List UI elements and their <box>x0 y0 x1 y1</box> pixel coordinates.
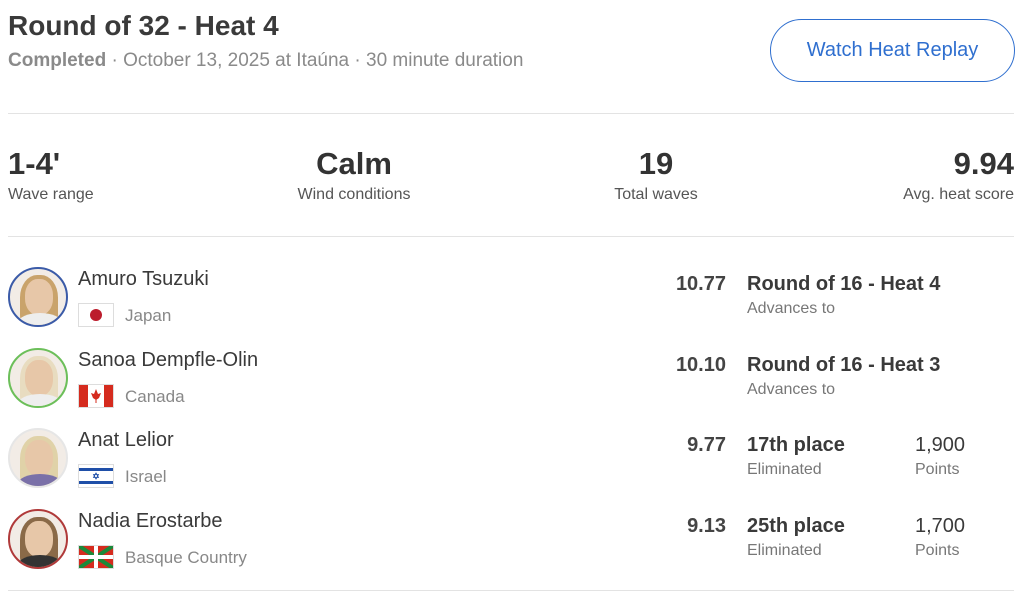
stat-label: Avg. heat score <box>903 186 1014 203</box>
result-title[interactable]: Round of 16 - Heat 3 <box>747 353 941 376</box>
israel-flag-icon <box>78 464 114 488</box>
stat-total-waves: 19 Total waves <box>556 146 756 204</box>
divider <box>8 236 1014 237</box>
points-value: 1,900 <box>915 434 966 456</box>
avatar[interactable] <box>8 347 68 408</box>
stat-label: Wave range <box>8 186 94 203</box>
stat-value: 9.94 <box>953 146 1014 181</box>
avatar-face <box>25 440 53 476</box>
stat-label: Total waves <box>614 186 698 203</box>
stat-avg-score: 9.94 Avg. heat score <box>903 146 1014 204</box>
athlete-country: Canada <box>125 386 185 406</box>
canada-flag-icon <box>78 383 114 408</box>
points-label: Points <box>915 541 960 559</box>
result-subtitle: Advances to <box>747 380 836 398</box>
avatar[interactable] <box>8 267 68 327</box>
athlete-country: Israel <box>125 467 167 486</box>
japan-flag-icon <box>78 303 114 327</box>
divider <box>8 113 1014 114</box>
result-subtitle: Eliminated <box>747 461 822 478</box>
page-title: Round of 32 - Heat 4 <box>8 10 279 41</box>
status-text: Completed <box>8 50 107 71</box>
avatar-body <box>18 313 62 325</box>
athlete-name[interactable]: Sanoa Dempfle-Olin <box>78 348 259 371</box>
heat-score: 10.77 <box>675 273 726 295</box>
basque-flag-icon <box>78 544 114 569</box>
avatar-face <box>25 359 53 396</box>
athlete-country: Basque Country <box>125 547 247 567</box>
avatar-face <box>25 520 53 557</box>
result-title: 17th place <box>747 434 845 456</box>
stat-value: Calm <box>316 146 392 181</box>
avatar[interactable] <box>8 508 68 569</box>
heat-score: 10.10 <box>675 353 726 376</box>
result-subtitle: Eliminated <box>747 541 822 559</box>
avatar-body <box>18 474 62 486</box>
points-value: 1,700 <box>915 514 966 537</box>
heat-score: 9.77 <box>687 434 726 456</box>
result-title[interactable]: Round of 16 - Heat 4 <box>747 273 941 295</box>
avatar-body <box>18 554 62 567</box>
watch-heat-replay-button[interactable]: Watch Heat Replay <box>770 19 1015 82</box>
stat-value: 19 <box>638 146 674 181</box>
stat-wave-range: 1-4' Wave range <box>8 146 94 204</box>
heat-score: 9.13 <box>687 514 726 537</box>
result-title: 25th place <box>747 514 845 537</box>
avatar-body <box>18 393 62 406</box>
avatar[interactable] <box>8 428 68 488</box>
athlete-name[interactable]: Anat Lelior <box>78 429 174 451</box>
stat-wind: Calm Wind conditions <box>254 146 454 204</box>
athlete-country: Japan <box>125 306 172 325</box>
divider <box>8 590 1014 591</box>
avatar-face <box>25 279 53 315</box>
athlete-name[interactable]: Nadia Erostarbe <box>78 509 223 532</box>
athlete-name[interactable]: Amuro Tsuzuki <box>78 268 209 290</box>
points-label: Points <box>915 461 960 478</box>
result-subtitle: Advances to <box>747 300 836 317</box>
heat-subtitle: Completed · October 13, 2025 at Itaúna ·… <box>8 50 523 72</box>
heat-details: · October 13, 2025 at Itaúna · 30 minute… <box>106 50 524 71</box>
stat-value: 1-4' <box>8 146 61 181</box>
stat-label: Wind conditions <box>297 186 411 203</box>
